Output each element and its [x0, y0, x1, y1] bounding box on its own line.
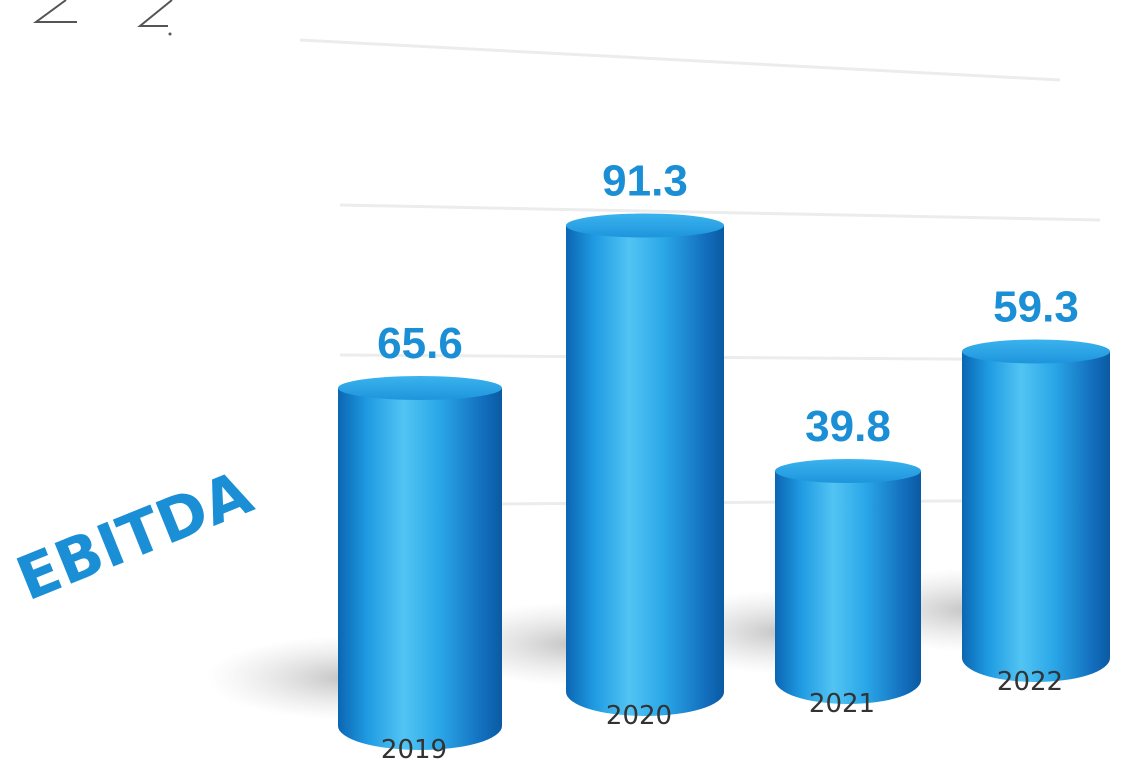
bar-top-2022: [962, 339, 1110, 364]
bars: [338, 213, 1110, 750]
value-labels: 65.6 91.3 39.8 59.3: [377, 157, 1079, 452]
corner-mark-dot: [168, 32, 172, 36]
value-label-2020: 91.3: [602, 157, 688, 206]
category-label-2019: 2019: [381, 735, 447, 764]
chart-title: EBITDA: [7, 458, 262, 615]
category-label-2021: 2021: [809, 689, 875, 719]
grid-line: [339, 203, 1101, 222]
category-label-2022: 2022: [997, 667, 1063, 697]
bar-top-2021: [775, 459, 921, 483]
bar-2019: [338, 388, 502, 750]
value-label-2021: 39.8: [805, 402, 891, 451]
category-label-2020: 2020: [606, 701, 672, 731]
bar-2021: [775, 471, 921, 704]
value-label-2022: 59.3: [993, 283, 1079, 332]
bar-2020: [566, 225, 724, 716]
corner-mark-right: [137, 0, 173, 27]
value-label-2019: 65.6: [377, 319, 463, 368]
bar-top-2019: [338, 376, 502, 400]
corner-decoration: [32, 0, 173, 36]
corner-mark-left: [32, 0, 77, 23]
category-labels: 2019 2020 2021 2022: [381, 667, 1063, 764]
bar-top-2020: [566, 213, 724, 238]
grid-line: [299, 38, 1061, 82]
bar-2022: [962, 351, 1110, 682]
